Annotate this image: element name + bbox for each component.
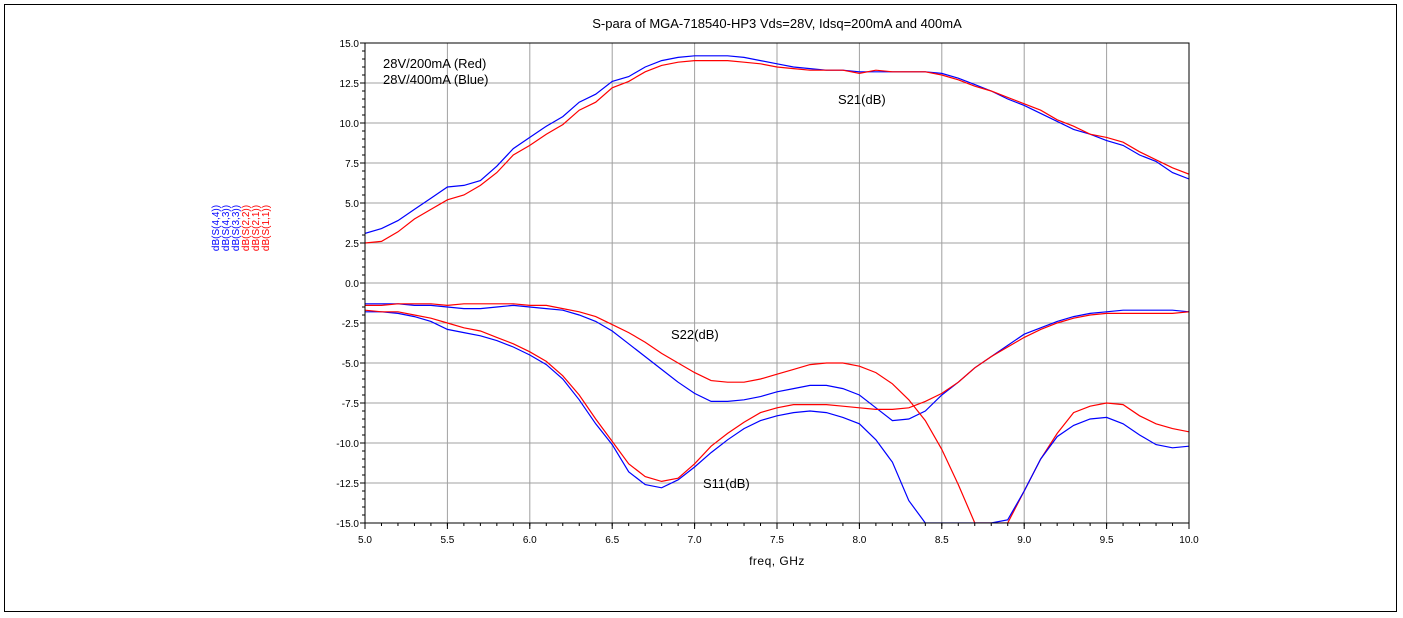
y-axis-label: dB(S(1,1)) [261,205,272,251]
axis-ticks: 5.0 5.5 6.0 6.5 7.0 7.5 8.0 8.5 9.0 9.5 10.0 15.0 12… [336,39,1199,546]
legend-annotation-red: 28V/200mA (Red) [383,56,486,71]
grid-lines [365,43,1189,523]
s21-annotation: S21(dB) [838,92,886,107]
s11-annotation: S11(dB) [703,476,750,491]
y-axis-label: dB(S(2,2)) [241,205,252,251]
y-axis-label-group: dB(S(4,4)) dB(S(4,3)) dB(S(3,3)) dB(S(2,2))… [211,205,272,251]
x-tick-label: 5.5 [440,535,454,546]
x-tick-label: 9.5 [1100,535,1114,546]
chart-frame: S-para of MGA-718540-HP3 Vds=28V, Idsq=2… [4,4,1397,612]
s22-annotation: S22(dB) [671,327,719,342]
x-tick-label: 10.0 [1179,535,1199,546]
y-tick-label: 5.0 [345,199,359,210]
y-tick-label: -2.5 [342,319,360,330]
y-tick-label: 10.0 [340,119,360,130]
y-axis-label: dB(S(4,3)) [221,205,232,251]
x-tick-label: 6.5 [605,535,619,546]
y-axis-label: dB(S(3,3)) [231,205,242,251]
series-line [365,59,1189,244]
series-line [365,309,1189,483]
y-tick-label: 12.5 [340,79,360,90]
x-tick-label: 6.0 [523,535,537,546]
y-tick-label: -7.5 [342,399,360,410]
x-tick-label: 8.5 [935,535,949,546]
y-tick-label: 7.5 [345,159,359,170]
y-tick-label: 2.5 [345,239,359,250]
y-axis-label: dB(S(4,4)) [211,205,222,251]
x-tick-label: 5.0 [358,535,372,546]
y-tick-label: -10.0 [336,439,359,450]
y-axis-label: dB(S(2,1)) [251,205,262,251]
series-line [365,303,1189,523]
series-line [365,311,1189,523]
x-tick-label: 9.0 [1017,535,1031,546]
s-parameter-chart: S-para of MGA-718540-HP3 Vds=28V, Idsq=2… [211,16,1199,568]
y-tick-label: -12.5 [336,479,359,490]
legend-annotation-blue: 28V/400mA (Blue) [383,72,489,87]
y-tick-label: 15.0 [340,39,360,50]
series-layer [365,55,1189,523]
y-tick-label: -5.0 [342,359,360,370]
x-tick-label: 7.5 [770,535,784,546]
series-line [365,303,1189,422]
series-line [365,55,1189,234]
x-tick-label: 8.0 [852,535,866,546]
x-axis-title: freq, GHz [749,554,805,568]
x-tick-label: 7.0 [688,535,702,546]
y-tick-label: 0.0 [345,279,359,290]
y-tick-label: -15.0 [336,519,359,530]
chart-title: S-para of MGA-718540-HP3 Vds=28V, Idsq=2… [592,16,962,31]
